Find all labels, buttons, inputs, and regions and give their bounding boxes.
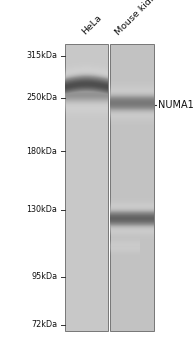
Bar [110, 44, 154, 331]
Text: HeLa: HeLa [80, 13, 103, 37]
Text: 250kDa: 250kDa [26, 93, 57, 103]
Bar [65, 44, 108, 331]
Text: 95kDa: 95kDa [31, 272, 57, 281]
Text: Mouse kidney: Mouse kidney [114, 0, 166, 37]
Text: NUMA1: NUMA1 [158, 100, 193, 110]
Text: 72kDa: 72kDa [31, 320, 57, 329]
Text: 180kDa: 180kDa [26, 147, 57, 156]
Text: 130kDa: 130kDa [26, 205, 57, 215]
Text: 315kDa: 315kDa [26, 51, 57, 61]
